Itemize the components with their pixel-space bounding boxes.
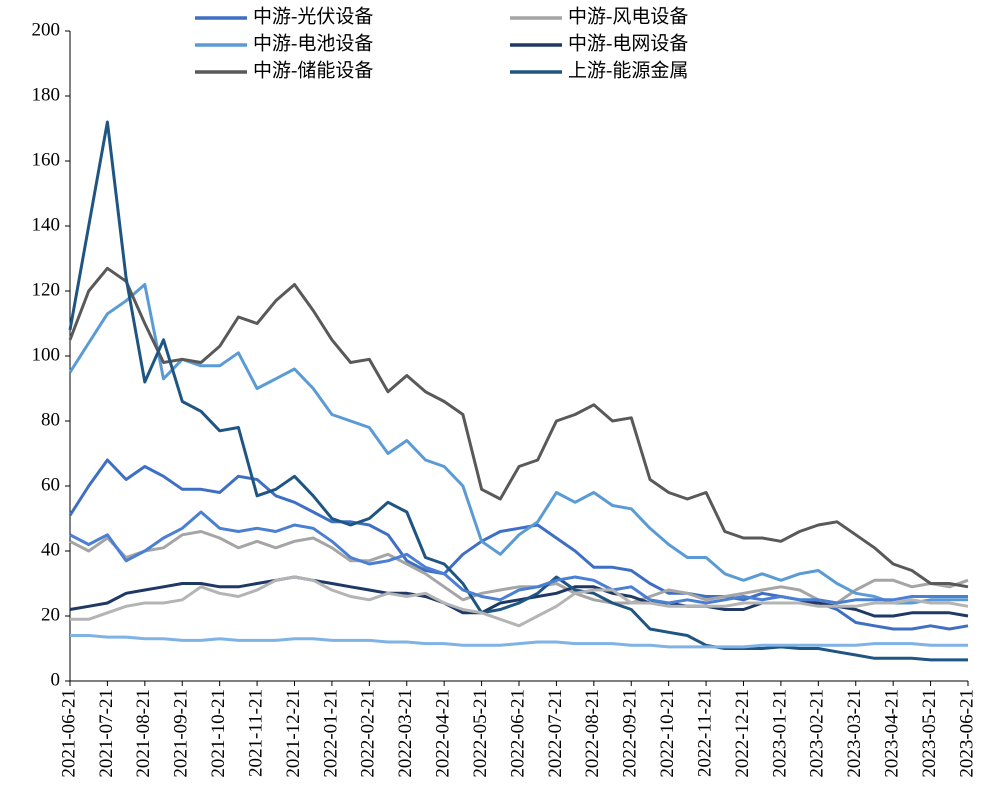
x-tick-label: 2022-01-21 xyxy=(320,689,341,778)
x-tick-label: 2023-03-21 xyxy=(844,689,865,778)
x-tick-label: 2021-12-21 xyxy=(283,689,304,778)
x-tick-label: 2023-05-21 xyxy=(919,689,940,778)
x-tick-label: 2021-06-21 xyxy=(58,689,79,778)
x-tick-label: 2021-11-21 xyxy=(245,689,266,777)
x-tick-label: 2022-12-21 xyxy=(732,689,753,778)
x-tick-label: 2023-06-21 xyxy=(956,689,977,778)
x-tick-label: 2022-07-21 xyxy=(545,689,566,778)
x-tick-label: 2022-06-21 xyxy=(507,689,528,778)
y-tick-label: 180 xyxy=(32,84,61,105)
x-tick-label: 2021-08-21 xyxy=(133,689,154,778)
x-tick-label: 2021-10-21 xyxy=(208,689,229,778)
series-line xyxy=(69,530,969,605)
y-tick-label: 20 xyxy=(41,604,60,625)
y-tick-label: 40 xyxy=(41,539,60,560)
series-line xyxy=(70,575,969,628)
series-line xyxy=(69,575,969,618)
y-tick-label: 200 xyxy=(32,19,61,40)
series-line xyxy=(69,510,968,605)
x-tick-label: 2023-02-21 xyxy=(807,689,828,778)
series-line xyxy=(68,120,968,662)
legend-label: 中游-光伏设备 xyxy=(253,5,373,27)
legend-label: 上游-能源金属 xyxy=(568,59,688,81)
x-tick-label: 2021-07-21 xyxy=(96,689,117,778)
y-tick-label: 60 xyxy=(41,474,60,495)
legend-label: 中游-电网设备 xyxy=(568,32,688,54)
x-tick-label: 2022-09-21 xyxy=(620,689,641,778)
x-tick-label: 2023-01-21 xyxy=(769,689,790,778)
legend-label: 中游-风电设备 xyxy=(568,5,688,27)
x-tick-label: 2021-09-21 xyxy=(171,689,192,778)
legend-label: 中游-电池设备 xyxy=(253,32,373,54)
x-tick-label: 2022-02-21 xyxy=(358,689,379,778)
series-line xyxy=(68,266,969,589)
y-tick-label: 120 xyxy=(32,279,61,300)
series-line xyxy=(68,283,968,605)
x-tick-label: 2022-08-21 xyxy=(582,689,603,778)
x-tick-label: 2022-03-21 xyxy=(395,689,416,778)
legend-label: 中游-储能设备 xyxy=(253,59,373,81)
y-tick-label: 80 xyxy=(41,409,60,430)
series-line xyxy=(70,634,968,649)
x-tick-label: 2022-05-21 xyxy=(470,689,491,778)
x-tick-label: 2023-04-21 xyxy=(882,689,903,778)
x-tick-label: 2022-10-21 xyxy=(657,689,678,778)
x-tick-label: 2022-11-21 xyxy=(694,689,715,777)
y-tick-label: 160 xyxy=(32,149,61,170)
y-tick-label: 0 xyxy=(51,669,61,690)
x-tick-label: 2022-04-21 xyxy=(433,689,454,778)
y-tick-label: 140 xyxy=(32,214,61,235)
y-tick-label: 100 xyxy=(32,344,61,365)
